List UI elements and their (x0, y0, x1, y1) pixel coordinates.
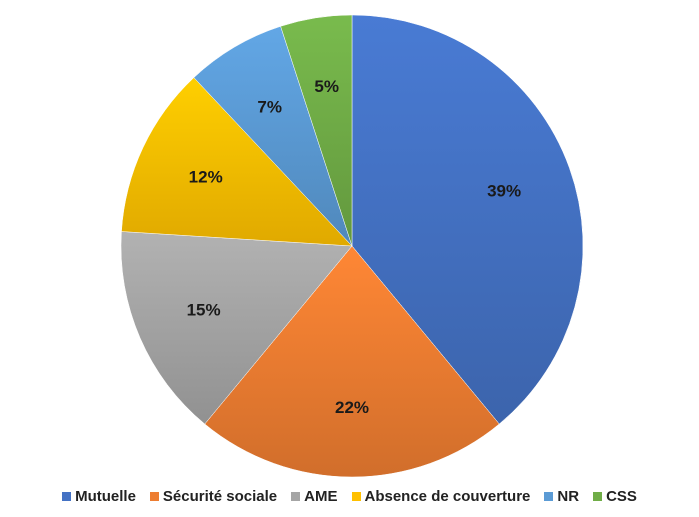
data-label-5: 7% (257, 97, 282, 116)
legend-swatch (149, 492, 159, 501)
legend-swatch (62, 492, 72, 501)
data-label-6: 5% (314, 77, 339, 96)
pie-slice-2 (204, 245, 500, 478)
legend-item-3: AME (291, 488, 338, 505)
data-label-2: 22% (335, 398, 369, 417)
pie-plot-area: 39% 22% 15% 12% 7% 5% (120, 14, 584, 478)
pie-data-labels: 39% 22% 15% 12% 7% 5% (187, 77, 522, 417)
legend-item-2: Sécurité sociale (149, 488, 278, 505)
pie-slice-5 (193, 25, 353, 247)
pie-slices (120, 14, 584, 478)
data-label-3: 15% (187, 301, 221, 320)
pie-slice-6 (280, 14, 353, 247)
legend-label: Absence de couverture (364, 488, 531, 505)
pie-slice-4 (121, 77, 353, 247)
legend-swatch (544, 492, 554, 501)
legend-label: Sécurité sociale (162, 488, 278, 505)
legend-label: AME (304, 488, 338, 505)
data-label-1: 39% (487, 182, 521, 201)
legend-item-5: NR (544, 488, 579, 505)
legend: Mutuelle Sécurité sociale AME Absence de co… (0, 488, 699, 505)
legend-label: Mutuelle (75, 488, 136, 505)
pie-slice-3 (120, 231, 353, 425)
legend-swatch (291, 492, 301, 501)
pie-slice-1 (351, 14, 584, 425)
legend-item-1: Mutuelle (62, 488, 136, 505)
legend-swatch (593, 492, 603, 501)
legend-label: CSS (606, 488, 637, 505)
legend-item-6: CSS (593, 488, 637, 505)
data-label-4: 12% (189, 168, 223, 187)
legend-label: NR (557, 488, 580, 505)
legend-swatch (351, 492, 361, 501)
legend-item-4: Absence de couverture (351, 488, 531, 505)
